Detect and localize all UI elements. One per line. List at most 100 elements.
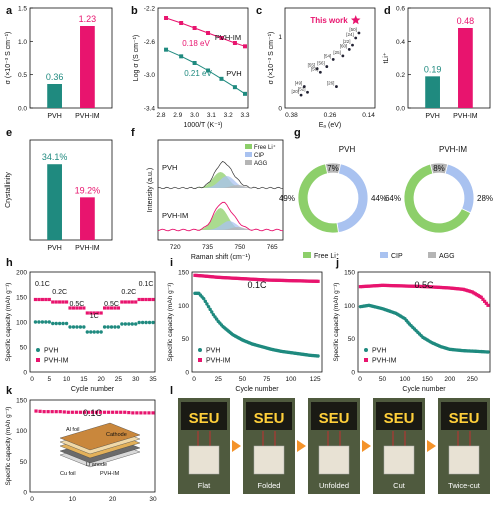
panel-h-xtick-label: 0 <box>30 376 34 383</box>
panel-h-point <box>99 311 103 315</box>
panel-i-point <box>203 299 208 304</box>
panel-h-point <box>144 297 148 302</box>
panel-j-xtick-label: 250 <box>467 376 478 383</box>
panel-f-pvh-cip-peak <box>158 176 283 188</box>
panel-c-point-label: [52] <box>298 86 306 91</box>
panel-c-point <box>318 70 322 74</box>
panel-j-point <box>400 284 404 288</box>
panel-h-ytick-label: 150 <box>16 295 27 302</box>
panel-i-xtick-label: 50 <box>239 376 247 383</box>
panel-k-point <box>119 410 123 414</box>
panel-c-frame <box>284 7 376 109</box>
panel-l-caption: Twice-cut <box>448 481 481 490</box>
panel-g-donut-slice <box>297 163 339 234</box>
panel-i-annotation: 0.1C <box>247 280 267 290</box>
panel-f-xtick-label: 750 <box>234 244 245 251</box>
panel-h-ytick-label: 50 <box>20 345 28 352</box>
panel-h-point <box>61 300 65 304</box>
panel-k-point <box>98 410 103 414</box>
panel-d-value-label: 0.48 <box>457 16 475 26</box>
panel-j-ytick-label: 100 <box>344 303 355 310</box>
panel-b-point <box>232 85 237 90</box>
panel-l-led-sign <box>246 402 292 430</box>
panel-j-point <box>438 285 442 290</box>
panel-j-point <box>393 284 397 288</box>
panel-j-frame <box>357 271 491 373</box>
panel-h-point <box>130 300 134 304</box>
panel-b-point <box>219 36 224 40</box>
panel-j-point <box>483 299 487 303</box>
panel-d-bar <box>458 28 473 108</box>
panel-h-xtick-label: 15 <box>80 376 88 383</box>
panel-k-point <box>111 410 115 414</box>
panel-letter: h <box>6 257 13 269</box>
panel-l-arrow <box>427 440 436 452</box>
panel-f-legend-swatch <box>245 160 252 165</box>
panel-l-caption: Folded <box>258 481 281 490</box>
panel-j-point <box>422 284 426 289</box>
panel-h-point <box>106 306 110 310</box>
panel-d-bar <box>425 76 440 108</box>
panel-c-point <box>325 65 329 68</box>
panel-j-point <box>446 286 450 290</box>
panel-h-point <box>54 321 58 326</box>
panel-k-point <box>42 410 46 414</box>
panel-j-legend-marker <box>364 348 368 352</box>
panel-h-ylabel: Specific capacity (mAh g⁻¹) <box>5 283 12 362</box>
panel-j-point <box>388 283 393 288</box>
panel-g-donut-slice <box>336 163 369 234</box>
panel-h-point <box>47 320 51 324</box>
panel-l-led-text: SEU <box>384 410 415 427</box>
panel-k-point <box>115 410 119 414</box>
panel-d-frame <box>407 7 491 109</box>
panel-e-xtick-label: PVH-IM <box>75 245 100 252</box>
panel-h-point <box>137 297 141 302</box>
panel-l-pouch-cell <box>383 445 415 475</box>
panel-letter: b <box>131 5 138 17</box>
panel-l-pouch-cell <box>188 445 220 475</box>
panel-letter: d <box>384 5 391 17</box>
panel-j-point <box>440 285 444 290</box>
panel-c-point-label: [58] <box>311 66 319 71</box>
panel-i-point <box>316 354 320 358</box>
panel-h-point <box>68 306 72 310</box>
panel-g-donut-slice <box>444 163 475 214</box>
panel-j-ytick-label: 150 <box>344 270 355 277</box>
panel-g-legend-swatch <box>428 252 436 258</box>
panel-h-point <box>151 297 155 302</box>
panel-h-legend-label: PVH-IM <box>44 358 69 365</box>
panel-k-ylabel: Specific capacity (mAh g⁻¹) <box>5 407 12 486</box>
panel-k-point <box>86 410 91 414</box>
panel-h-rate-label: 0.1C <box>35 281 50 288</box>
panel-a-ylabel: σ (×10⁻³ S cm⁻¹) <box>5 32 12 85</box>
panel-c-point-label: [22] <box>343 39 351 44</box>
panel-a-ytick-label: 1.0 <box>18 39 27 46</box>
panel-h-point <box>54 300 58 304</box>
panel-a-xtick-label: PVH <box>47 113 61 120</box>
panel-k-point <box>54 410 58 414</box>
panel-j-point <box>417 284 421 289</box>
panel-j-ylabel: Specific capacity (mAh g⁻¹) <box>333 283 340 362</box>
panel-j-annotation: 0.5C <box>414 280 434 290</box>
panel-h-point <box>103 306 107 310</box>
panel-h-point <box>95 330 100 334</box>
panel-l-arrow <box>232 440 241 452</box>
panel-k-point <box>66 410 70 414</box>
panel-h-point <box>51 300 55 304</box>
panel-b-ytick-label: -2.2 <box>144 6 156 13</box>
panel-j-point <box>384 283 388 288</box>
panel-c-point-label: [20] <box>292 89 300 94</box>
panel-l-pouch-cell <box>318 445 350 475</box>
panel-g-slice-label: 49% <box>279 194 295 203</box>
panel-b-xtick-label: 3.1 <box>207 112 216 119</box>
panel-c-point-label: [60] <box>340 43 348 48</box>
panel-g-slice-label: 8% <box>433 164 445 173</box>
panel-f-sample-label: PVH-IM <box>162 211 188 220</box>
panel-b-point <box>206 31 211 35</box>
panel-letter: a <box>6 5 13 17</box>
panel-k-point <box>127 410 131 415</box>
panel-h-point <box>61 321 65 326</box>
panel-e-ylabel: Crystallinity <box>5 172 12 208</box>
panel-j-point <box>414 284 418 288</box>
panel-j-point <box>408 284 412 288</box>
